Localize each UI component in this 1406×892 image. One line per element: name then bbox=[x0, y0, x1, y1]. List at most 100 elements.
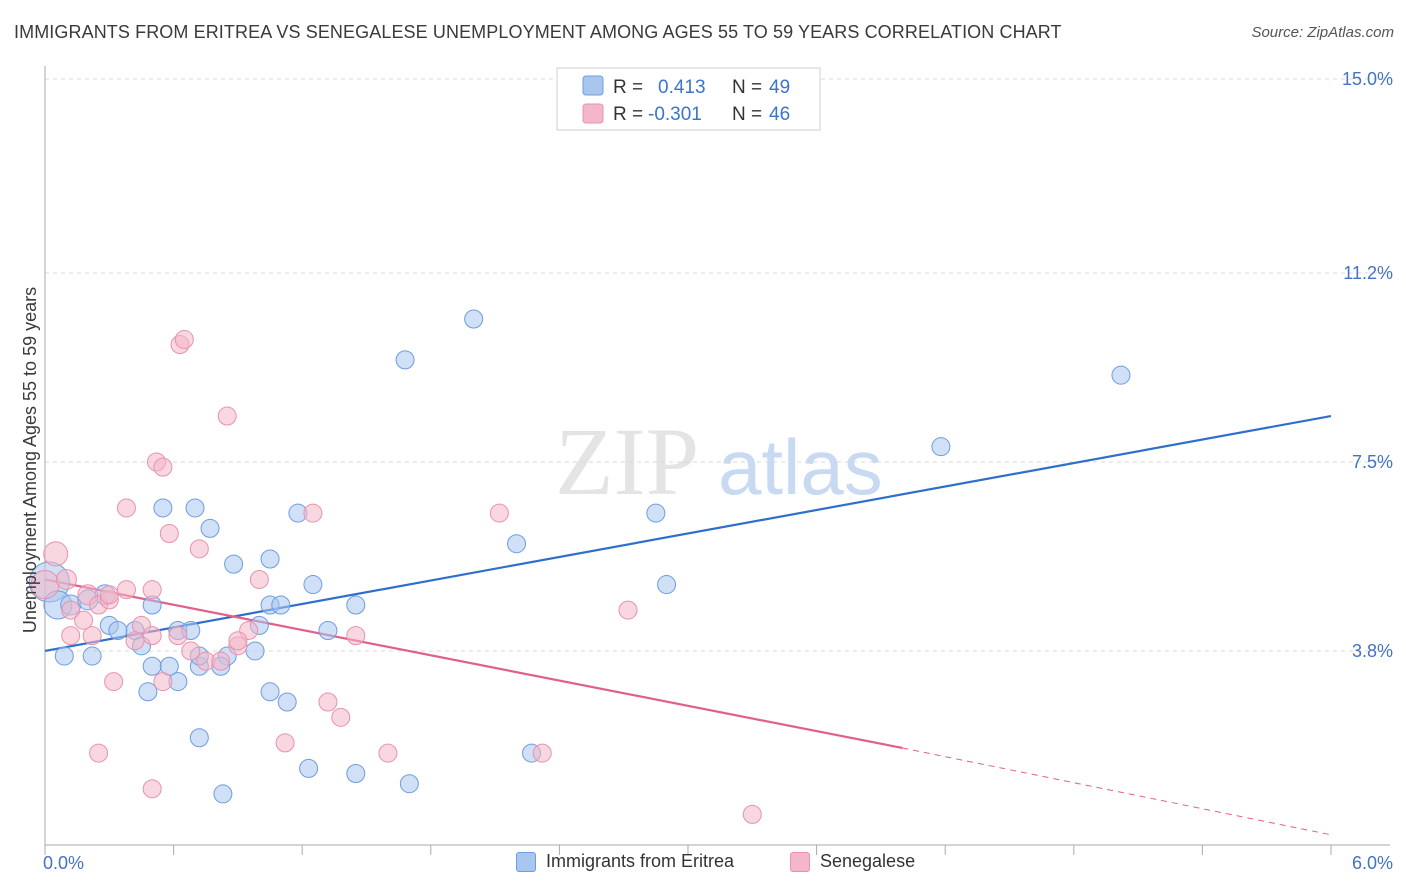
legend-r-value-pink: -0.301 bbox=[648, 104, 702, 125]
senegalese-point-35 bbox=[331, 707, 351, 727]
senegalese-point-36 bbox=[275, 733, 295, 753]
senegalese-point-9 bbox=[116, 580, 136, 600]
senegalese-point-19 bbox=[211, 651, 231, 671]
legend-r-label-blue: R = bbox=[613, 77, 643, 98]
eritrea-point-40 bbox=[346, 764, 366, 784]
legend-swatch-eritrea bbox=[516, 851, 536, 872]
eritrea-point-33 bbox=[303, 575, 323, 595]
eritrea-point-38 bbox=[318, 621, 338, 641]
tick-labels: 3.8% 7.5% 11.2% 15.0% 0.0% 6.0% bbox=[43, 69, 1393, 873]
eritrea-point-32 bbox=[271, 595, 291, 615]
eritrea-point-25 bbox=[189, 728, 209, 748]
senegalese-point-28 bbox=[217, 406, 237, 426]
eritrea-point-39 bbox=[346, 595, 366, 615]
source-label: Source: ZipAtlas.com bbox=[1251, 24, 1394, 41]
senegalese-point-34 bbox=[318, 692, 338, 712]
senegalese-point-30 bbox=[174, 329, 194, 349]
eritrea-point-5 bbox=[54, 646, 74, 666]
y-tick-label-3: 15.0% bbox=[1342, 69, 1393, 89]
senegalese-point-40 bbox=[489, 503, 509, 523]
senegalese-trend-line bbox=[44, 578, 903, 750]
senegalese-point-12 bbox=[168, 626, 188, 646]
senegalese-point-7 bbox=[82, 626, 102, 646]
senegalese-point-11 bbox=[142, 626, 162, 646]
y-tick-label-1: 7.5% bbox=[1352, 452, 1393, 472]
eritrea-point-28 bbox=[200, 518, 220, 538]
senegalese-point-15 bbox=[125, 631, 145, 651]
legend-swatch-senegalese bbox=[790, 851, 810, 872]
legend-n-label-pink: N = bbox=[732, 104, 762, 125]
eritrea-point-15 bbox=[142, 656, 162, 676]
watermark-atlas: atlas bbox=[718, 423, 883, 511]
eritrea-point-31 bbox=[260, 549, 280, 569]
senegalese-point-31 bbox=[303, 503, 323, 523]
eritrea-point-36 bbox=[213, 784, 233, 804]
legend-n-value-pink: 46 bbox=[769, 104, 790, 125]
senegalese-point-37 bbox=[378, 743, 398, 763]
eritrea-point-24 bbox=[138, 682, 158, 702]
senegalese-point-27 bbox=[153, 457, 173, 477]
eritrea-point-34 bbox=[260, 682, 280, 702]
eritrea-point-35 bbox=[277, 692, 297, 712]
eritrea-point-26 bbox=[153, 498, 173, 518]
eritrea-trend-line bbox=[44, 414, 1332, 653]
watermark-zip: ZIP bbox=[555, 408, 699, 515]
senegalese-point-24 bbox=[189, 539, 209, 559]
x-tick-label-0: 0.0% bbox=[43, 853, 84, 873]
legend-n-value-blue: 49 bbox=[769, 77, 790, 98]
legend-n-label-blue: N = bbox=[732, 77, 762, 98]
eritrea-point-41 bbox=[399, 774, 419, 794]
eritrea-point-42 bbox=[395, 350, 415, 370]
eritrea-point-47 bbox=[657, 575, 677, 595]
senegalese-point-5 bbox=[61, 600, 81, 620]
senegalese-point-39 bbox=[142, 779, 162, 799]
eritrea-point-27 bbox=[185, 498, 205, 518]
data-points bbox=[28, 309, 1131, 824]
trend-lines bbox=[44, 414, 1332, 836]
legend-item-eritrea: Immigrants from Eritrea bbox=[516, 851, 734, 872]
eritrea-point-49 bbox=[1111, 365, 1131, 385]
senegalese-point-38 bbox=[89, 743, 109, 763]
legend-r-label-pink: R = bbox=[613, 104, 643, 125]
grid-lines bbox=[45, 78, 1390, 652]
eritrea-point-8 bbox=[108, 621, 128, 641]
senegalese-point-13 bbox=[181, 641, 201, 661]
eritrea-point-19 bbox=[245, 641, 265, 661]
senegalese-point-33 bbox=[228, 631, 248, 651]
x-tick-label-1: 6.0% bbox=[1352, 853, 1393, 873]
legend-swatch-pink bbox=[582, 103, 604, 124]
eritrea-point-30 bbox=[224, 554, 244, 574]
axes bbox=[44, 66, 1390, 855]
y-axis-label: Unemployment Among Ages 55 to 59 years bbox=[20, 287, 40, 633]
correlation-legend: R = 0.413 N = 49 R = -0.301 N = 46 bbox=[556, 67, 821, 131]
senegalese-point-14 bbox=[61, 626, 81, 646]
eritrea-point-44 bbox=[507, 534, 527, 554]
senegalese-point-25 bbox=[249, 569, 269, 589]
senegalese-point-6 bbox=[74, 610, 94, 630]
senegalese-point-23 bbox=[159, 523, 179, 543]
eritrea-point-37 bbox=[299, 758, 319, 778]
senegalese-point-22 bbox=[116, 498, 136, 518]
legend-label-eritrea: Immigrants from Eritrea bbox=[546, 851, 735, 871]
senegalese-point-2 bbox=[55, 568, 77, 590]
series-legend: Immigrants from Eritrea Senegalese bbox=[0, 851, 1406, 881]
senegalese-point-41 bbox=[532, 743, 552, 763]
senegalese-point-42 bbox=[618, 600, 638, 620]
eritrea-point-46 bbox=[646, 503, 666, 523]
eritrea-point-43 bbox=[464, 309, 484, 329]
senegalese-point-43 bbox=[742, 804, 762, 824]
senegalese-point-44 bbox=[99, 585, 119, 605]
senegalese-point-1 bbox=[43, 541, 69, 567]
chart-title: IMMIGRANTS FROM ERITREA VS SENEGALESE UN… bbox=[14, 22, 1062, 42]
y-tick-label-0: 3.8% bbox=[1352, 641, 1393, 661]
eritrea-point-48 bbox=[931, 437, 951, 457]
senegalese-point-17 bbox=[153, 672, 173, 692]
legend-item-senegalese: Senegalese bbox=[790, 851, 915, 872]
legend-r-value-blue: 0.413 bbox=[658, 77, 706, 98]
legend-swatch-blue bbox=[582, 75, 604, 96]
senegalese-point-32 bbox=[346, 626, 366, 646]
senegalese-point-16 bbox=[104, 672, 124, 692]
senegalese-point-45 bbox=[142, 580, 162, 600]
legend-label-senegalese: Senegalese bbox=[820, 851, 916, 871]
